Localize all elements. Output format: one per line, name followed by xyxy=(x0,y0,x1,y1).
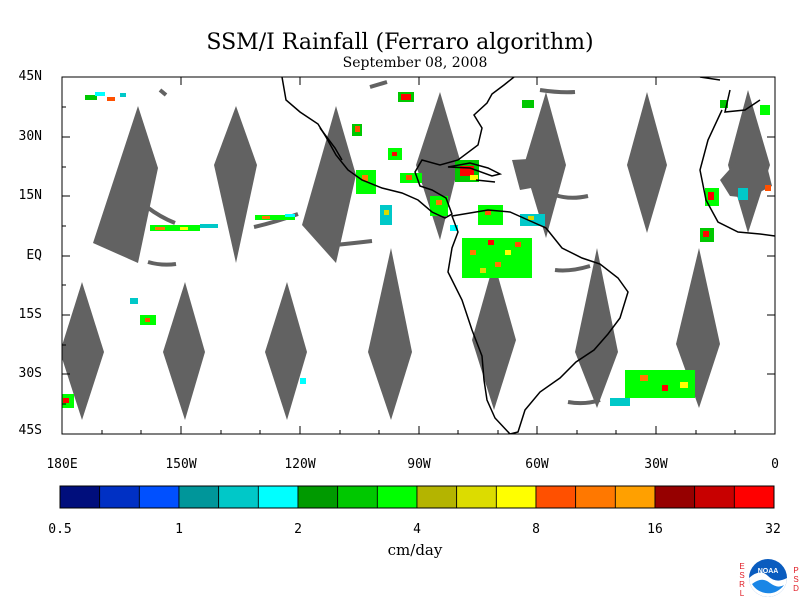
colorbar-swatch xyxy=(495,485,537,509)
no-data-gap xyxy=(472,262,516,410)
lat-label-45n: 45N xyxy=(18,69,42,84)
noaa-logo-text: NOAA xyxy=(758,568,779,575)
colorbar-swatch xyxy=(218,485,259,509)
colorbar-swatch xyxy=(297,485,339,509)
map-title: SSM/I Rainfall (Ferraro algorithm) xyxy=(206,30,594,55)
colorbar-label: 32 xyxy=(765,522,781,537)
no-data-gap xyxy=(145,205,176,225)
colorbar-label: 0.5 xyxy=(48,522,72,537)
coastline-cuba xyxy=(447,162,503,177)
no-data-gap xyxy=(539,88,576,95)
no-data-gap xyxy=(163,282,205,420)
lat-label-eq: EQ xyxy=(26,248,42,263)
colorbar-swatch xyxy=(654,485,696,509)
lon-label-150w: 150W xyxy=(165,457,197,472)
colorbar-swatch xyxy=(257,485,299,509)
colorbar-frame xyxy=(59,485,775,509)
no-data-gap xyxy=(368,248,412,420)
colorbar-label: 8 xyxy=(532,522,540,537)
no-data-gap xyxy=(567,398,601,406)
noaa-emblem-icon: NOAA xyxy=(749,559,787,597)
lat-label-45s: 45S xyxy=(18,423,42,438)
colorbar-swatch xyxy=(178,485,220,509)
no-data-gap xyxy=(554,264,591,273)
colorbar-swatch xyxy=(535,485,577,509)
colorbar-swatch xyxy=(733,485,775,509)
no-data-gap xyxy=(334,239,373,247)
colorbar-swatch xyxy=(575,485,616,509)
no-data-gap xyxy=(369,80,388,89)
coastline-iberia xyxy=(724,89,761,113)
no-data-gap xyxy=(147,260,177,267)
no-data-gaps xyxy=(62,80,772,420)
no-data-gap xyxy=(554,193,589,200)
no-data-gap xyxy=(214,106,257,263)
colorbar-swatch xyxy=(99,485,140,509)
coastline-africa xyxy=(699,109,775,237)
coastline-south-america xyxy=(447,209,629,434)
lat-label-15n: 15N xyxy=(18,188,42,203)
lon-label-90w: 90W xyxy=(407,457,431,472)
colorbar-swatch xyxy=(456,485,497,509)
no-data-gap xyxy=(93,106,158,263)
coastline-hispaniola xyxy=(475,179,496,183)
coastline-baja xyxy=(319,127,343,161)
colorbar-swatch xyxy=(376,485,418,509)
no-data-gap xyxy=(676,248,720,408)
colorbar-swatch xyxy=(138,485,180,509)
lat-label-15s: 15S xyxy=(18,307,42,322)
colorbar-label: 16 xyxy=(647,522,663,537)
no-data-gap xyxy=(62,282,104,420)
lon-label-0: 0 xyxy=(771,457,779,472)
rain-cells xyxy=(62,92,771,408)
colorbar-swatch xyxy=(614,485,656,509)
coastlines xyxy=(281,77,775,434)
no-data-gap xyxy=(627,92,667,233)
no-data-gap xyxy=(265,282,307,420)
colorbar xyxy=(59,485,775,509)
lat-label-30n: 30N xyxy=(18,129,42,144)
no-data-gap xyxy=(720,158,772,198)
lat-label-30s: 30S xyxy=(18,366,42,381)
lon-label-60w: 60W xyxy=(525,457,549,472)
map-date: September 08, 2008 xyxy=(342,55,488,71)
colorbar-swatch xyxy=(694,485,735,509)
colorbar-units: cm/day xyxy=(387,541,443,559)
colorbar-label: 2 xyxy=(294,522,302,537)
colorbar-swatch xyxy=(337,485,378,509)
no-data-gap xyxy=(575,248,618,408)
colorbar-label: 4 xyxy=(413,522,421,537)
lon-label-30w: 30W xyxy=(644,457,668,472)
tick-marks xyxy=(61,76,776,435)
no-data-gap xyxy=(416,92,460,240)
no-data-gap xyxy=(158,88,168,97)
lon-label-180e: 180E xyxy=(46,457,78,472)
no-data-gap xyxy=(512,158,548,190)
colorbar-label: 1 xyxy=(175,522,183,537)
colorbar-swatch xyxy=(59,485,101,509)
lon-label-120w: 120W xyxy=(284,457,316,472)
no-data-gap xyxy=(302,106,356,263)
colorbar-swatch xyxy=(416,485,458,509)
coastline-north-america xyxy=(281,77,515,219)
